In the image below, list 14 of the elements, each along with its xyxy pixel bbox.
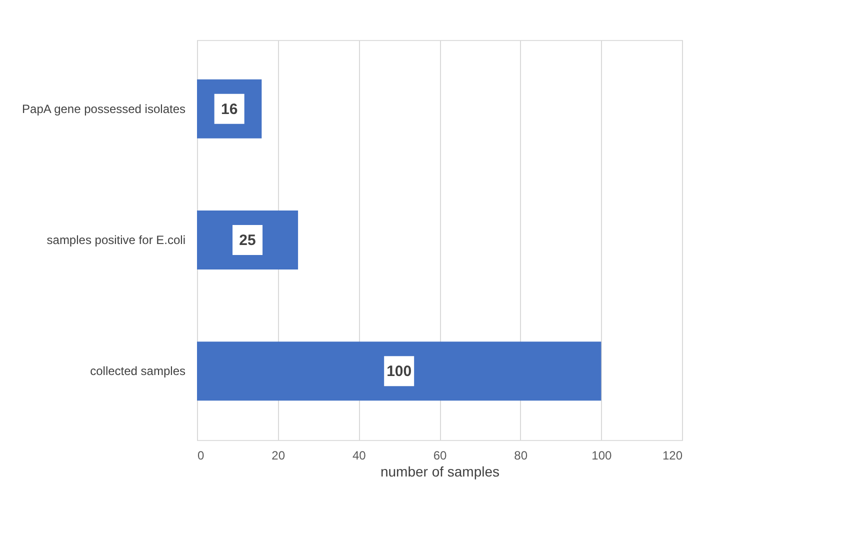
data-label: 100 xyxy=(386,363,412,380)
x-tick-label: 120 xyxy=(662,448,683,462)
data-label: 16 xyxy=(220,100,238,118)
y-tick-label: collected samples xyxy=(90,364,186,378)
x-tick-label: 0 xyxy=(198,448,204,462)
x-axis-title: number of samples xyxy=(380,464,500,480)
x-tick-label: 80 xyxy=(514,448,528,462)
x-tick-label: 60 xyxy=(433,448,447,462)
x-tick-label: 100 xyxy=(592,448,612,462)
y-tick-label: PapA gene possessed isolates xyxy=(22,102,186,116)
x-tick-label: 20 xyxy=(272,448,286,462)
x-tick-label: 40 xyxy=(352,448,366,462)
y-tick-label: samples positive for E.coli xyxy=(46,233,186,247)
data-label: 25 xyxy=(239,232,256,249)
